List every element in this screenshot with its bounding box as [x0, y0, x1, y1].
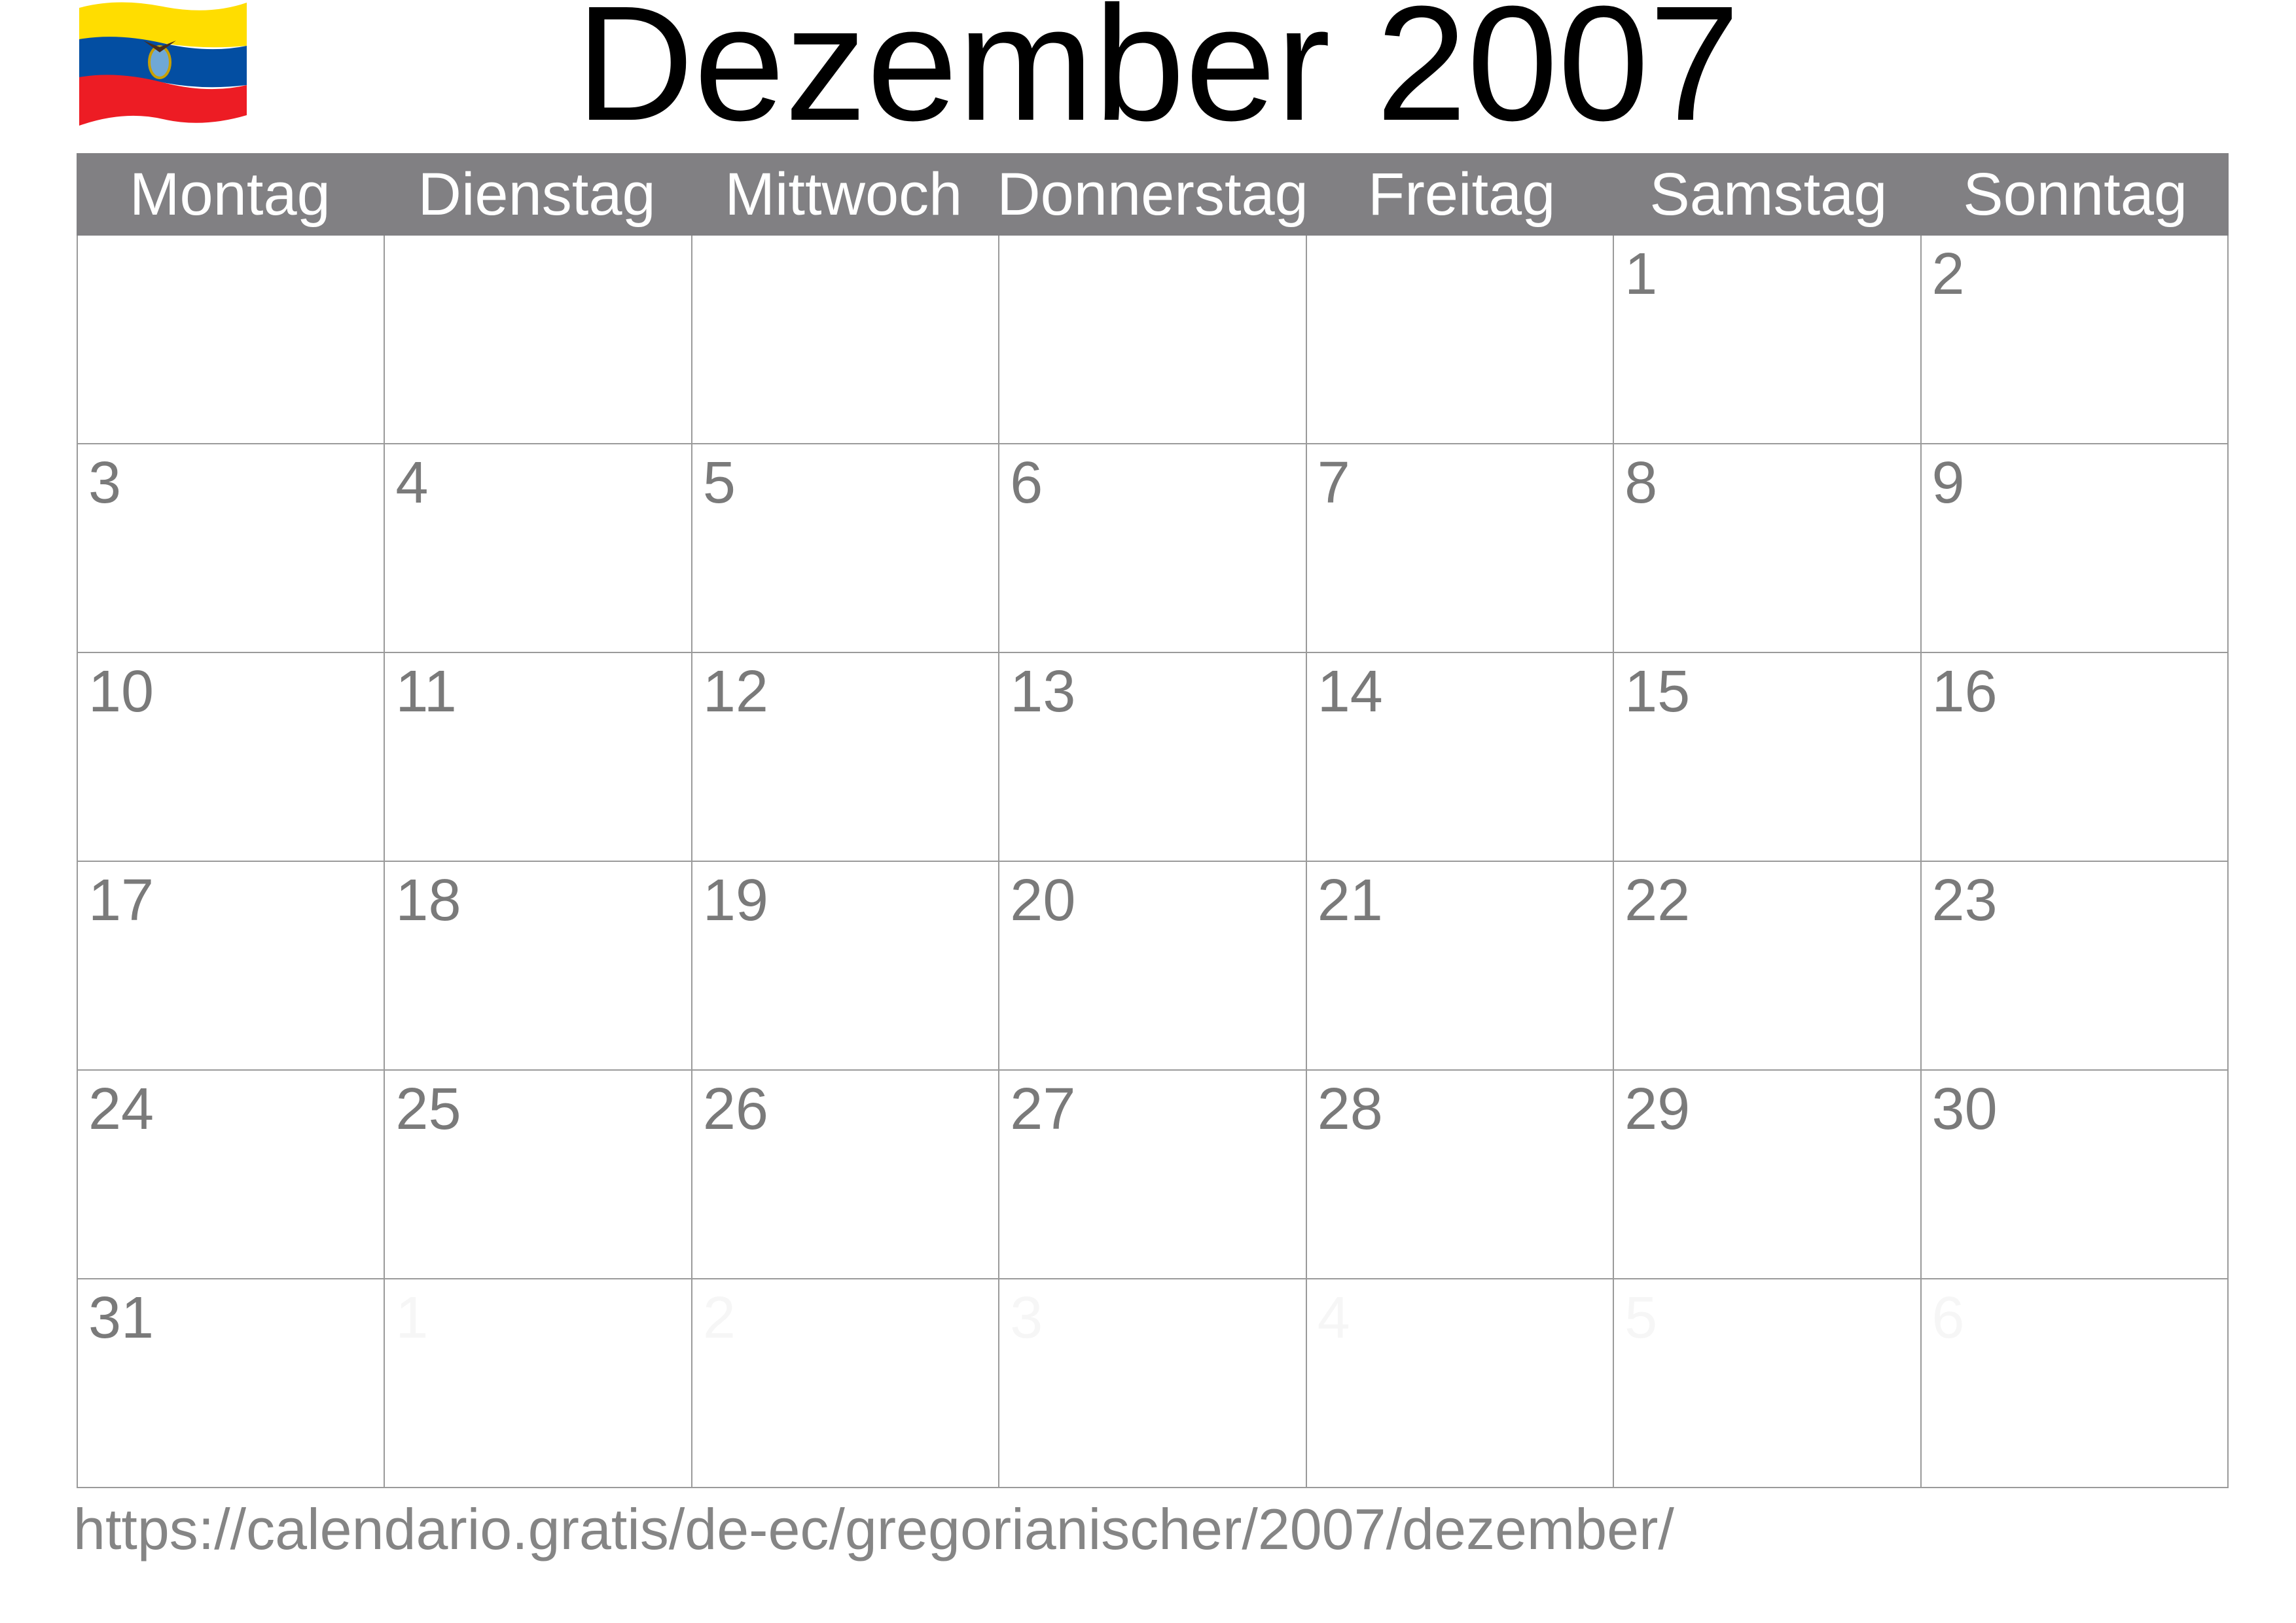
day-cell[interactable] [998, 236, 1306, 444]
day-number: 11 [395, 659, 457, 724]
weekday-dienstag: Dienstag [418, 161, 656, 228]
day-number: 3 [1010, 1285, 1043, 1351]
day-cell[interactable] [384, 236, 691, 444]
day-number: 28 [1317, 1077, 1383, 1142]
day-cell[interactable]: 7 [1305, 444, 1613, 653]
day-number: 14 [1317, 659, 1383, 724]
day-cell[interactable]: 16 [1920, 653, 2229, 862]
day-number: 6 [1931, 1285, 1965, 1351]
day-cell[interactable]: 20 [998, 862, 1306, 1071]
ecuador-flag-icon [79, 2, 247, 126]
day-cell[interactable]: 26 [691, 1071, 999, 1279]
day-number: 5 [702, 450, 736, 516]
weekday-freitag: Freitag [1368, 161, 1556, 228]
day-cell[interactable]: 5 [691, 444, 999, 653]
day-cell[interactable]: 2 [1920, 236, 2229, 444]
day-number: 25 [395, 1077, 461, 1142]
day-cell[interactable]: 6 [998, 444, 1306, 653]
day-cell[interactable]: 1 [384, 1279, 691, 1488]
day-number: 31 [88, 1285, 154, 1351]
day-number: 20 [1010, 868, 1076, 933]
day-cell[interactable]: 13 [998, 653, 1306, 862]
day-cell[interactable]: 17 [77, 862, 384, 1071]
day-cell[interactable]: 11 [384, 653, 691, 862]
week-row: 31 1 2 3 4 5 6 [77, 1279, 2229, 1488]
week-row: 10 11 12 13 14 15 16 [77, 653, 2229, 862]
day-cell[interactable]: 2 [691, 1279, 999, 1488]
day-number: 12 [702, 659, 768, 724]
weekday-samstag: Samstag [1649, 161, 1888, 228]
day-number: 29 [1624, 1077, 1691, 1142]
day-number: 13 [1010, 659, 1076, 724]
day-cell[interactable] [1305, 236, 1613, 444]
day-cell[interactable]: 6 [1920, 1279, 2229, 1488]
day-number: 6 [1010, 450, 1043, 516]
day-cell[interactable]: 28 [1305, 1071, 1613, 1279]
day-cell[interactable]: 19 [691, 862, 999, 1071]
day-cell[interactable]: 4 [384, 444, 691, 653]
day-number: 4 [395, 450, 429, 516]
day-number: 18 [395, 868, 461, 933]
day-cell[interactable]: 12 [691, 653, 999, 862]
day-cell[interactable] [691, 236, 999, 444]
day-cell[interactable]: 9 [1920, 444, 2229, 653]
week-row: 17 18 19 20 21 22 23 [77, 862, 2229, 1071]
source-url[interactable]: https://calendario.gratis/de-ec/gregoria… [73, 1497, 1674, 1561]
day-number: 26 [702, 1077, 768, 1142]
day-cell[interactable]: 18 [384, 862, 691, 1071]
day-cell[interactable]: 4 [1305, 1279, 1613, 1488]
day-number: 5 [1624, 1285, 1658, 1351]
day-cell[interactable] [77, 236, 384, 444]
calendar-body: 1 2 3 4 5 6 7 8 9 10 11 12 13 14 15 16 17 18 19 20 21 22 23 24 2… [77, 236, 2229, 1488]
day-number: 7 [1317, 450, 1350, 516]
day-number: 15 [1624, 659, 1691, 724]
day-number: 9 [1931, 450, 1965, 516]
week-row: 3 4 5 6 7 8 9 [77, 444, 2229, 653]
day-number: 8 [1624, 450, 1658, 516]
day-cell[interactable]: 10 [77, 653, 384, 862]
day-number: 2 [1931, 241, 1965, 307]
day-cell[interactable]: 23 [1920, 862, 2229, 1071]
day-cell[interactable]: 27 [998, 1071, 1306, 1279]
day-number: 19 [702, 868, 768, 933]
day-number: 1 [395, 1285, 429, 1351]
day-number: 1 [1624, 241, 1658, 307]
day-cell[interactable]: 30 [1920, 1071, 2229, 1279]
day-cell[interactable]: 1 [1613, 236, 1920, 444]
weekday-donnerstag: Donnerstag [997, 161, 1308, 228]
calendar-grid: Montag Dienstag Mittwoch Donnerstag Freitag S… [77, 153, 2229, 1488]
day-number: 10 [88, 659, 154, 724]
day-cell[interactable]: 8 [1613, 444, 1920, 653]
day-number: 27 [1010, 1077, 1076, 1142]
day-cell[interactable]: 21 [1305, 862, 1613, 1071]
weekday-header: Montag Dienstag Mittwoch Donnerstag Freitag S… [77, 153, 2229, 236]
weekday-sonntag: Sonntag [1963, 161, 2188, 228]
day-number: 21 [1317, 868, 1383, 933]
day-number: 2 [702, 1285, 736, 1351]
day-number: 16 [1931, 659, 1998, 724]
day-cell[interactable]: 29 [1613, 1071, 1920, 1279]
day-number: 24 [88, 1077, 154, 1142]
day-cell[interactable]: 31 [77, 1279, 384, 1488]
page-title: Dezember 2007 [575, 0, 1740, 154]
weekday-montag: Montag [129, 161, 331, 228]
day-cell[interactable]: 22 [1613, 862, 1920, 1071]
day-number: 4 [1317, 1285, 1350, 1351]
day-cell[interactable]: 14 [1305, 653, 1613, 862]
day-cell[interactable]: 3 [998, 1279, 1306, 1488]
day-number: 22 [1624, 868, 1691, 933]
day-number: 3 [88, 450, 122, 516]
day-number: 23 [1931, 868, 1998, 933]
day-cell[interactable]: 5 [1613, 1279, 1920, 1488]
day-cell[interactable]: 25 [384, 1071, 691, 1279]
day-number: 17 [88, 868, 154, 933]
day-cell[interactable]: 3 [77, 444, 384, 653]
week-row: 24 25 26 27 28 29 30 [77, 1071, 2229, 1279]
day-cell[interactable]: 15 [1613, 653, 1920, 862]
weekday-mittwoch: Mittwoch [725, 161, 963, 228]
day-cell[interactable]: 24 [77, 1071, 384, 1279]
day-number: 30 [1931, 1077, 1998, 1142]
